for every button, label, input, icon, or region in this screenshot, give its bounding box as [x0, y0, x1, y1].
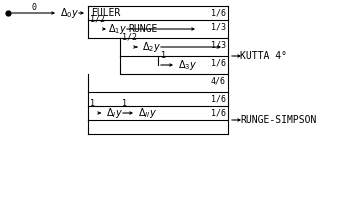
Text: 1/3: 1/3: [211, 23, 226, 32]
Text: RUNGE-SIMPSON: RUNGE-SIMPSON: [240, 115, 316, 125]
Text: 1/6: 1/6: [211, 95, 226, 104]
Text: $\Delta_2y$: $\Delta_2y$: [142, 40, 161, 54]
Text: KUTTA 4°: KUTTA 4°: [240, 51, 287, 61]
Text: 1/2: 1/2: [122, 33, 137, 42]
Text: 1/2: 1/2: [90, 15, 105, 24]
Text: $\Delta_3y$: $\Delta_3y$: [178, 58, 197, 72]
Text: 1: 1: [161, 51, 166, 60]
Text: 1/6: 1/6: [211, 109, 226, 118]
Text: $\Delta_Iy$: $\Delta_Iy$: [106, 106, 123, 120]
Text: 1/6: 1/6: [211, 59, 226, 68]
Text: 1: 1: [90, 99, 95, 108]
Text: 1/6: 1/6: [211, 9, 226, 18]
Text: 1/3: 1/3: [211, 41, 226, 50]
Text: 1: 1: [122, 99, 127, 108]
Text: $\Delta_0y$: $\Delta_0y$: [60, 6, 79, 20]
Text: 4/6: 4/6: [211, 77, 226, 86]
Text: 0: 0: [31, 3, 37, 13]
Text: $\Delta_{II}y$: $\Delta_{II}y$: [138, 106, 157, 120]
Text: RUNGE: RUNGE: [128, 24, 157, 34]
Text: EULER: EULER: [91, 8, 120, 18]
Text: $\Delta_1y$: $\Delta_1y$: [108, 22, 127, 36]
